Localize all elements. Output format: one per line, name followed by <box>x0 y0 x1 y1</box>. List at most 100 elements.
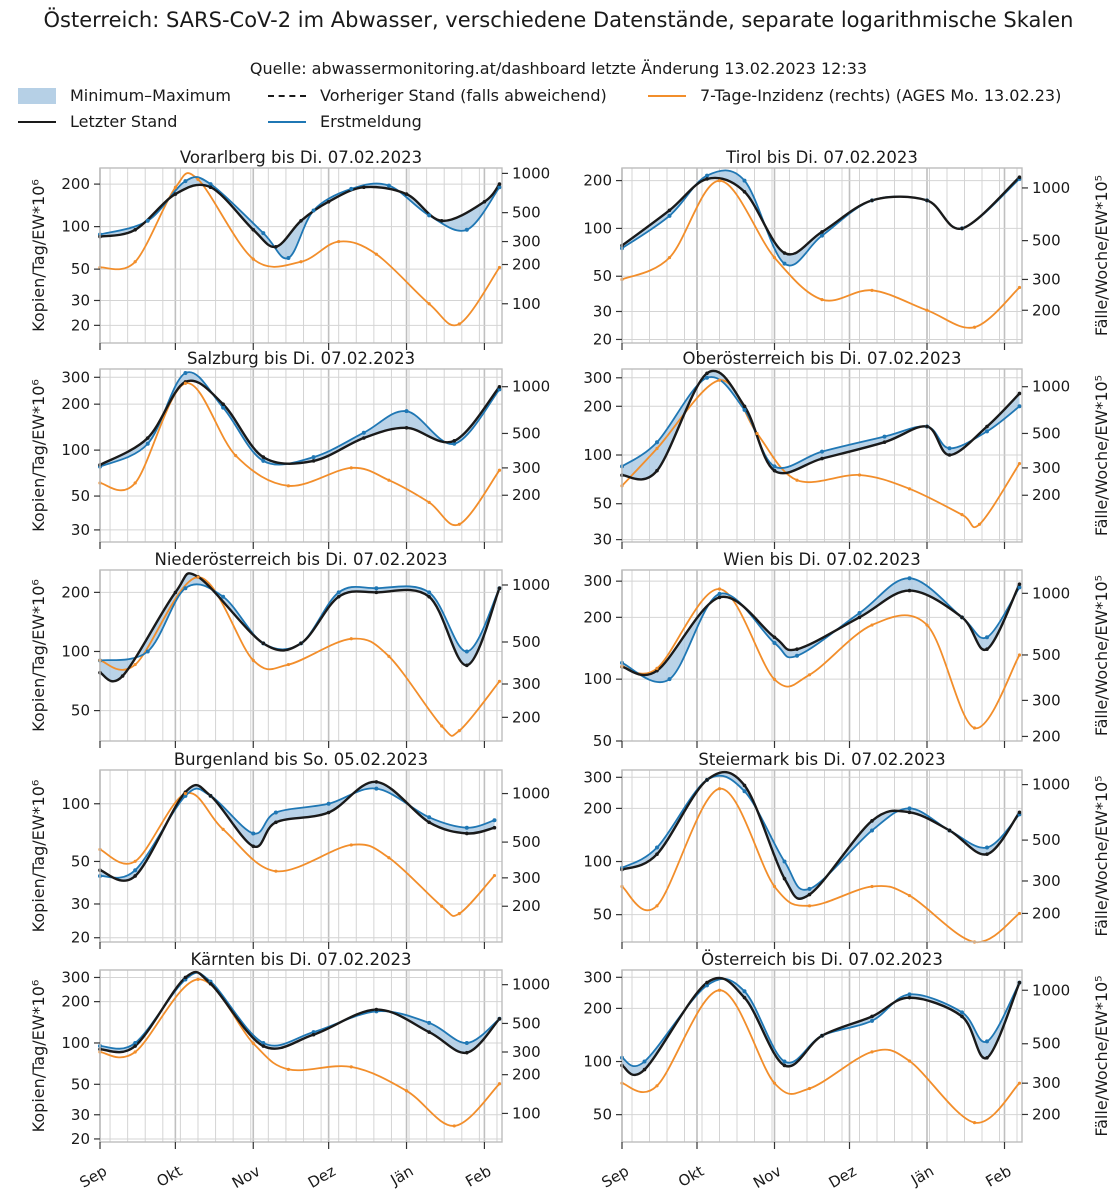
series-line-incidence <box>621 588 1021 729</box>
point-incidence <box>717 179 722 183</box>
y-axis-label: Kopien/Tag/EW*10⁶ <box>29 579 48 732</box>
series-band-min-max <box>100 971 500 1053</box>
point-incidence <box>440 904 444 908</box>
y-tick-label: 300 <box>61 368 90 386</box>
point-first-report <box>326 801 331 806</box>
point-latest <box>374 780 379 784</box>
x-tick-label: Sep <box>599 1162 632 1192</box>
point-latest <box>1017 175 1022 180</box>
y-tick-label: 100 <box>61 441 90 459</box>
point-incidence <box>655 1084 659 1088</box>
y2-tick-label: 300 <box>512 233 541 251</box>
chart-panel: 50 100 200 300 200 300 500 1000 Steiermark bis D… <box>583 750 1111 949</box>
point-first-report <box>655 440 659 445</box>
point-latest <box>452 439 457 443</box>
point-incidence <box>251 257 255 261</box>
y-tick-label: 100 <box>61 218 90 236</box>
point-incidence <box>972 325 977 329</box>
series-line-incidence <box>621 179 1021 329</box>
point-latest <box>326 810 331 815</box>
panel-title: Salzburg bis Di. 07.02.2023 <box>187 349 415 368</box>
point-incidence <box>452 1124 456 1128</box>
point-latest <box>870 1014 874 1019</box>
point-incidence <box>497 468 502 472</box>
legend-swatch-band <box>18 87 56 104</box>
y-tick-label: 100 <box>583 219 612 237</box>
point-latest <box>772 635 777 640</box>
point-first-report <box>705 173 709 178</box>
point-latest <box>1017 582 1022 586</box>
point-incidence <box>387 654 391 658</box>
point-first-report <box>261 458 266 463</box>
point-incidence <box>286 484 291 488</box>
y-tick-label: 30 <box>71 895 90 913</box>
point-first-report <box>374 786 379 791</box>
point-latest <box>465 663 469 668</box>
y2-tick-label: 500 <box>1032 831 1061 849</box>
point-first-report <box>795 653 799 658</box>
point-latest <box>742 404 747 409</box>
point-latest <box>925 424 929 429</box>
y2-tick-label: 300 <box>1032 459 1061 477</box>
point-latest <box>133 874 137 878</box>
y-tick-label: 50 <box>593 732 612 750</box>
y-axis-label: Kopien/Tag/EW*10⁶ <box>29 980 48 1133</box>
y2-tick-label: 1000 <box>1032 378 1070 396</box>
y-tick-label: 50 <box>71 487 90 505</box>
point-first-report <box>361 430 366 435</box>
point-incidence <box>960 513 964 517</box>
y2-tick-label: 500 <box>512 204 541 222</box>
point-latest <box>795 647 799 651</box>
point-latest <box>742 189 747 194</box>
y2-tick-label: 1000 <box>1032 584 1070 602</box>
point-latest <box>261 641 266 646</box>
panel-title: Oberösterreich bis Di. 07.02.2023 <box>683 349 962 368</box>
panel-title: Burgenland bis So. 05.02.2023 <box>174 750 428 769</box>
legend-swatch-incidence <box>648 88 686 104</box>
point-latest <box>820 456 824 461</box>
y2-tick-label: 1000 <box>1032 981 1070 999</box>
y2-tick-label: 500 <box>512 833 541 851</box>
point-latest <box>465 831 469 836</box>
point-latest <box>705 177 709 181</box>
point-incidence <box>457 729 461 733</box>
y2-axis-label: Fälle/Woche/EW*10⁵ <box>1092 575 1111 736</box>
y2-tick-label: 1000 <box>512 785 550 803</box>
point-incidence <box>655 446 659 451</box>
point-latest <box>404 192 409 196</box>
series-line-first-report <box>621 774 1021 891</box>
point-latest <box>705 371 709 376</box>
point-first-report <box>404 409 409 414</box>
point-latest <box>655 852 659 857</box>
point-first-report <box>145 441 150 446</box>
x-tick-label: Jän <box>387 1162 417 1190</box>
point-first-report <box>464 825 469 830</box>
y2-tick-label: 200 <box>512 708 541 726</box>
y2-tick-label: 300 <box>1032 691 1061 709</box>
point-latest <box>133 227 137 232</box>
y-tick-label: 30 <box>71 1106 90 1124</box>
series-line-first-report <box>621 577 1021 683</box>
point-incidence <box>133 859 137 863</box>
y-tick-label: 200 <box>61 395 90 413</box>
point-latest <box>947 828 952 833</box>
series-band-min-max <box>622 370 1020 480</box>
y-tick-label: 30 <box>71 291 90 309</box>
point-first-report <box>667 677 672 682</box>
point-incidence <box>133 1050 137 1054</box>
point-incidence <box>1017 285 1022 290</box>
chart-panel: 20 30 50 100 200 100 200 300 500 1000 Vorarlberg b… <box>29 148 550 350</box>
y-tick-label: 50 <box>71 1075 90 1093</box>
point-first-report <box>464 1040 469 1045</box>
series-line-first-report <box>99 787 495 879</box>
y-tick-label: 50 <box>71 702 90 720</box>
point-latest <box>208 794 213 798</box>
point-incidence <box>1017 1081 1022 1085</box>
point-first-report <box>464 227 469 232</box>
point-latest <box>782 1063 787 1068</box>
point-first-report <box>497 185 502 190</box>
y2-tick-label: 300 <box>512 869 541 887</box>
point-incidence <box>349 843 353 847</box>
point-latest <box>173 590 178 595</box>
point-incidence <box>349 1065 353 1069</box>
